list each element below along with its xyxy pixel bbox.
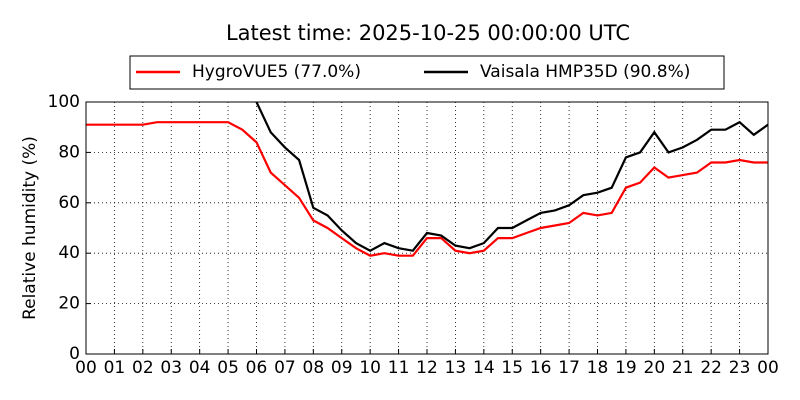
x-tick-label: 03 (160, 358, 182, 378)
plot-area (86, 102, 768, 257)
x-tick-label: 10 (359, 358, 381, 378)
legend-label: HygroVUE5 (77.0%) (192, 62, 361, 82)
y-tick-label: 100 (48, 92, 80, 112)
x-tick-label: 22 (700, 358, 722, 378)
x-tick-label: 07 (274, 358, 296, 378)
x-tick-label: 00 (75, 358, 97, 378)
x-tick-label: 20 (644, 358, 666, 378)
y-axis-label: Relative humidity (%) (20, 136, 40, 320)
y-tick-label: 0 (69, 344, 80, 364)
x-tick-label: 05 (217, 358, 239, 378)
y-tick-label: 40 (58, 243, 80, 263)
chart-title: Latest time: 2025-10-25 00:00:00 UTC (226, 21, 630, 45)
data-line (86, 121, 768, 257)
x-tick-label: 09 (331, 358, 353, 378)
x-tick-label: 11 (388, 358, 410, 378)
x-tick-label: 08 (303, 358, 325, 378)
labels: 0 20 40 60 80 100 00 01 02 03 04 05 06 07 08 09 10 11 12 13… (48, 62, 779, 378)
data-line (255, 102, 768, 252)
x-tick-label: 16 (530, 358, 552, 378)
x-tick-label: 21 (672, 358, 694, 378)
y-tick-label: 20 (58, 294, 80, 314)
x-tick-label: 04 (189, 358, 211, 378)
x-tick-label: 00 (757, 358, 779, 378)
x-tick-label: 12 (416, 358, 438, 378)
x-tick-label: 23 (729, 358, 751, 378)
legend-label: Vaisala HMP35D (90.8%) (480, 62, 690, 82)
x-tick-label: 06 (246, 358, 268, 378)
grid (85, 101, 769, 355)
y-tick-label: 60 (58, 193, 80, 213)
x-tick-label: 15 (501, 358, 523, 378)
x-tick-label: 17 (558, 358, 580, 378)
x-tick-label: 19 (615, 358, 637, 378)
plot-frame (85, 101, 769, 355)
x-tick-label: 13 (445, 358, 467, 378)
x-tick-label: 01 (104, 358, 126, 378)
x-tick-label: 18 (587, 358, 609, 378)
x-tick-label: 14 (473, 358, 495, 378)
y-tick-label: 80 (58, 142, 80, 162)
x-tick-label: 02 (132, 358, 154, 378)
